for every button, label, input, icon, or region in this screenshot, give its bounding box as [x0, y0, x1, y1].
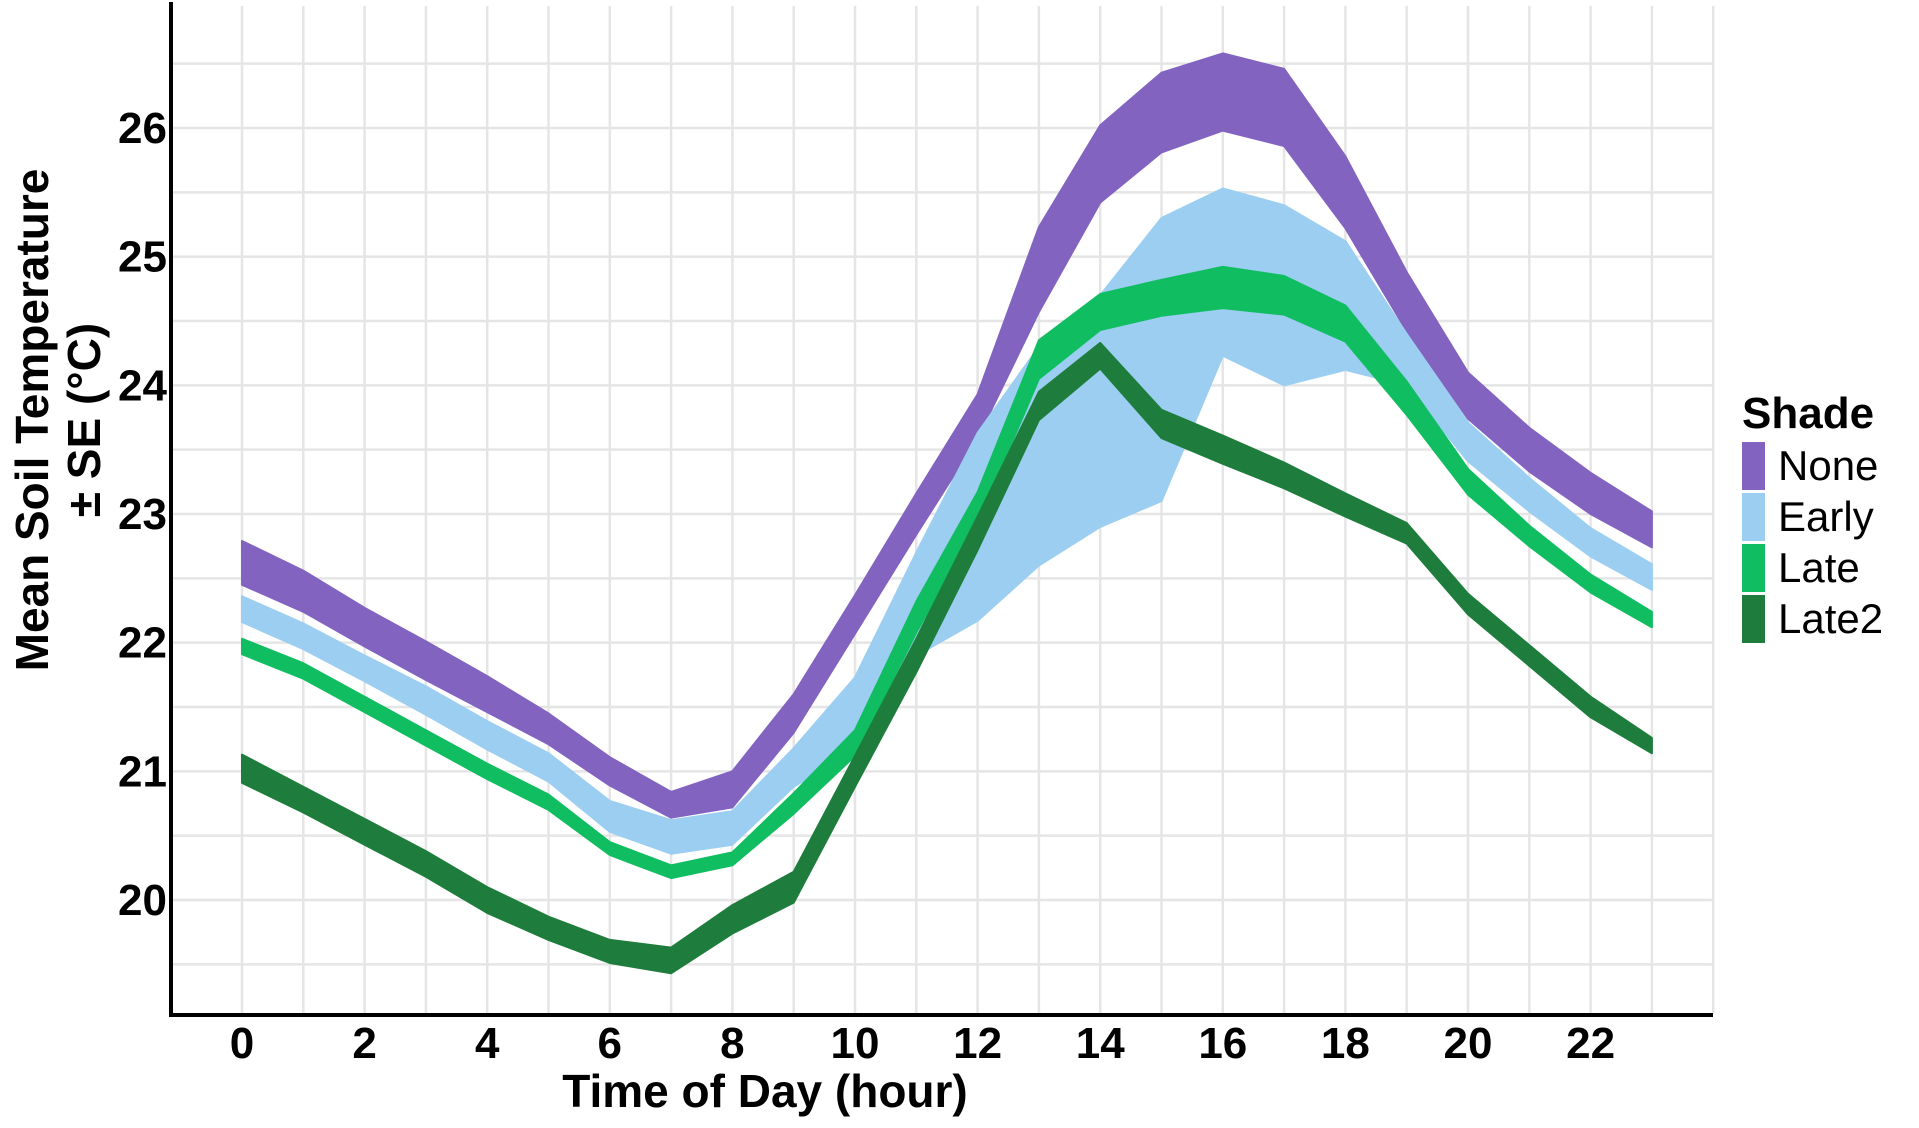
- x-axis-title: Time of Day (hour): [562, 1065, 968, 1117]
- y-tick-label-20: 20: [118, 876, 167, 925]
- y-tick-label-22: 22: [118, 619, 167, 668]
- legend-label-late: Late: [1778, 543, 1860, 591]
- x-tick-label-16: 16: [1198, 1019, 1247, 1068]
- legend-item-early: Early: [1742, 491, 1918, 542]
- x-tick-label-20: 20: [1444, 1019, 1493, 1068]
- y-tick-label-23: 23: [118, 490, 167, 539]
- x-tick-label-4: 4: [475, 1019, 500, 1068]
- legend-item-late2: Late2: [1742, 593, 1918, 644]
- x-tick-label-8: 8: [720, 1019, 744, 1068]
- legend-key-none-swatch: [1742, 441, 1765, 490]
- ribbon-early: [241, 187, 1653, 855]
- legend-item-late: Late: [1742, 542, 1918, 593]
- y-tick-label-21: 21: [118, 747, 167, 796]
- y-tick-label-24: 24: [118, 361, 167, 410]
- legend-key-late-swatch: [1742, 543, 1765, 592]
- legend-label-late2: Late2: [1778, 594, 1884, 642]
- x-tick-label-2: 2: [352, 1019, 376, 1068]
- y-axis-title-line1: Mean Soil Temperature: [6, 169, 58, 672]
- legend-title: Shade: [1742, 389, 1875, 438]
- legend-label-none: None: [1778, 441, 1879, 489]
- x-tick-label-22: 22: [1566, 1019, 1615, 1068]
- legend: Shade None Early Late Late2: [1742, 388, 1918, 644]
- y-tick-label-25: 25: [118, 233, 167, 282]
- x-tick-label-0: 0: [230, 1019, 254, 1068]
- x-tick-label-6: 6: [598, 1019, 622, 1068]
- axis-lines: [169, 2, 1713, 1017]
- legend-label-early: Early: [1778, 492, 1874, 540]
- y-tick-label-26: 26: [118, 104, 167, 153]
- ribbon-late: [241, 265, 1653, 880]
- x-tick-label-10: 10: [831, 1019, 880, 1068]
- x-tick-label-14: 14: [1076, 1019, 1125, 1068]
- x-tick-label-12: 12: [953, 1019, 1002, 1068]
- legend-item-none: None: [1742, 440, 1918, 491]
- x-tick-label-18: 18: [1321, 1019, 1370, 1068]
- ribbon-late2: [241, 341, 1653, 975]
- ribbons: [241, 52, 1653, 975]
- legend-key-early-swatch: [1742, 492, 1765, 541]
- y-axis-title-line2: ± SE (°C): [58, 323, 110, 517]
- ribbon-none: [241, 52, 1653, 819]
- legend-key-late2-swatch: [1742, 594, 1765, 643]
